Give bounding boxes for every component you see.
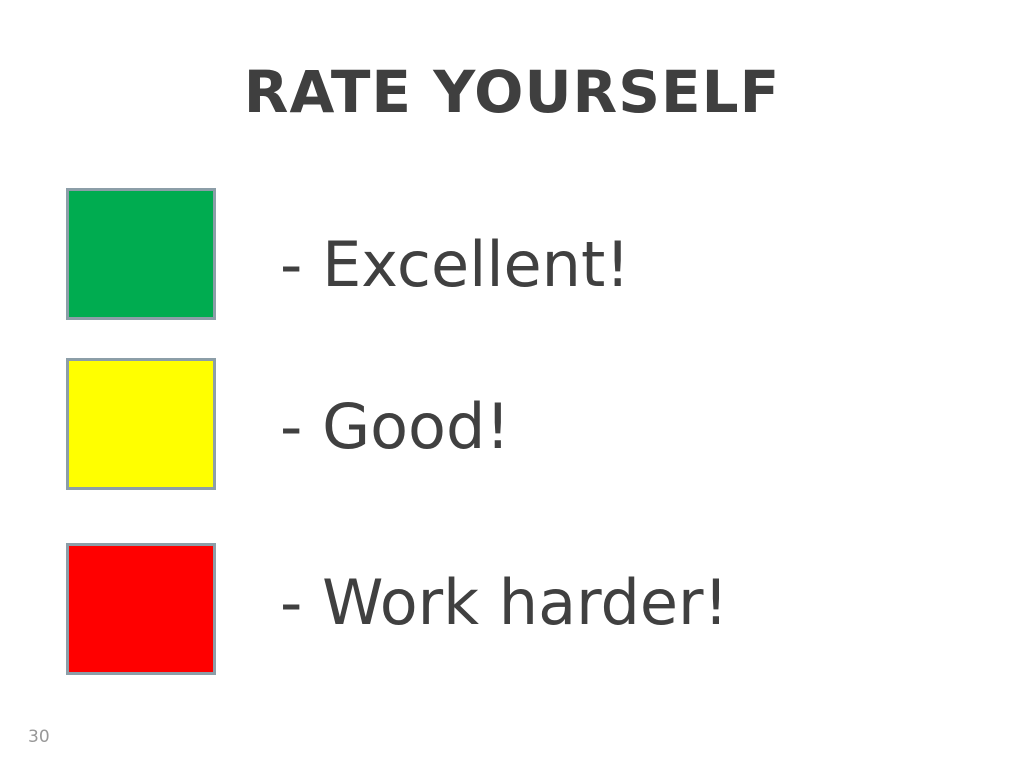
rating-swatch-green <box>66 188 216 320</box>
rating-label-work-harder: - Work harder! <box>280 566 729 639</box>
rating-label-excellent: - Excellent! <box>280 228 631 301</box>
rating-swatch-yellow <box>66 358 216 490</box>
page-number: 30 <box>28 727 50 747</box>
slide-title: RATE YOURSELF <box>243 58 781 126</box>
rating-label-good: - Good! <box>280 390 511 463</box>
rating-swatch-red <box>66 543 216 675</box>
